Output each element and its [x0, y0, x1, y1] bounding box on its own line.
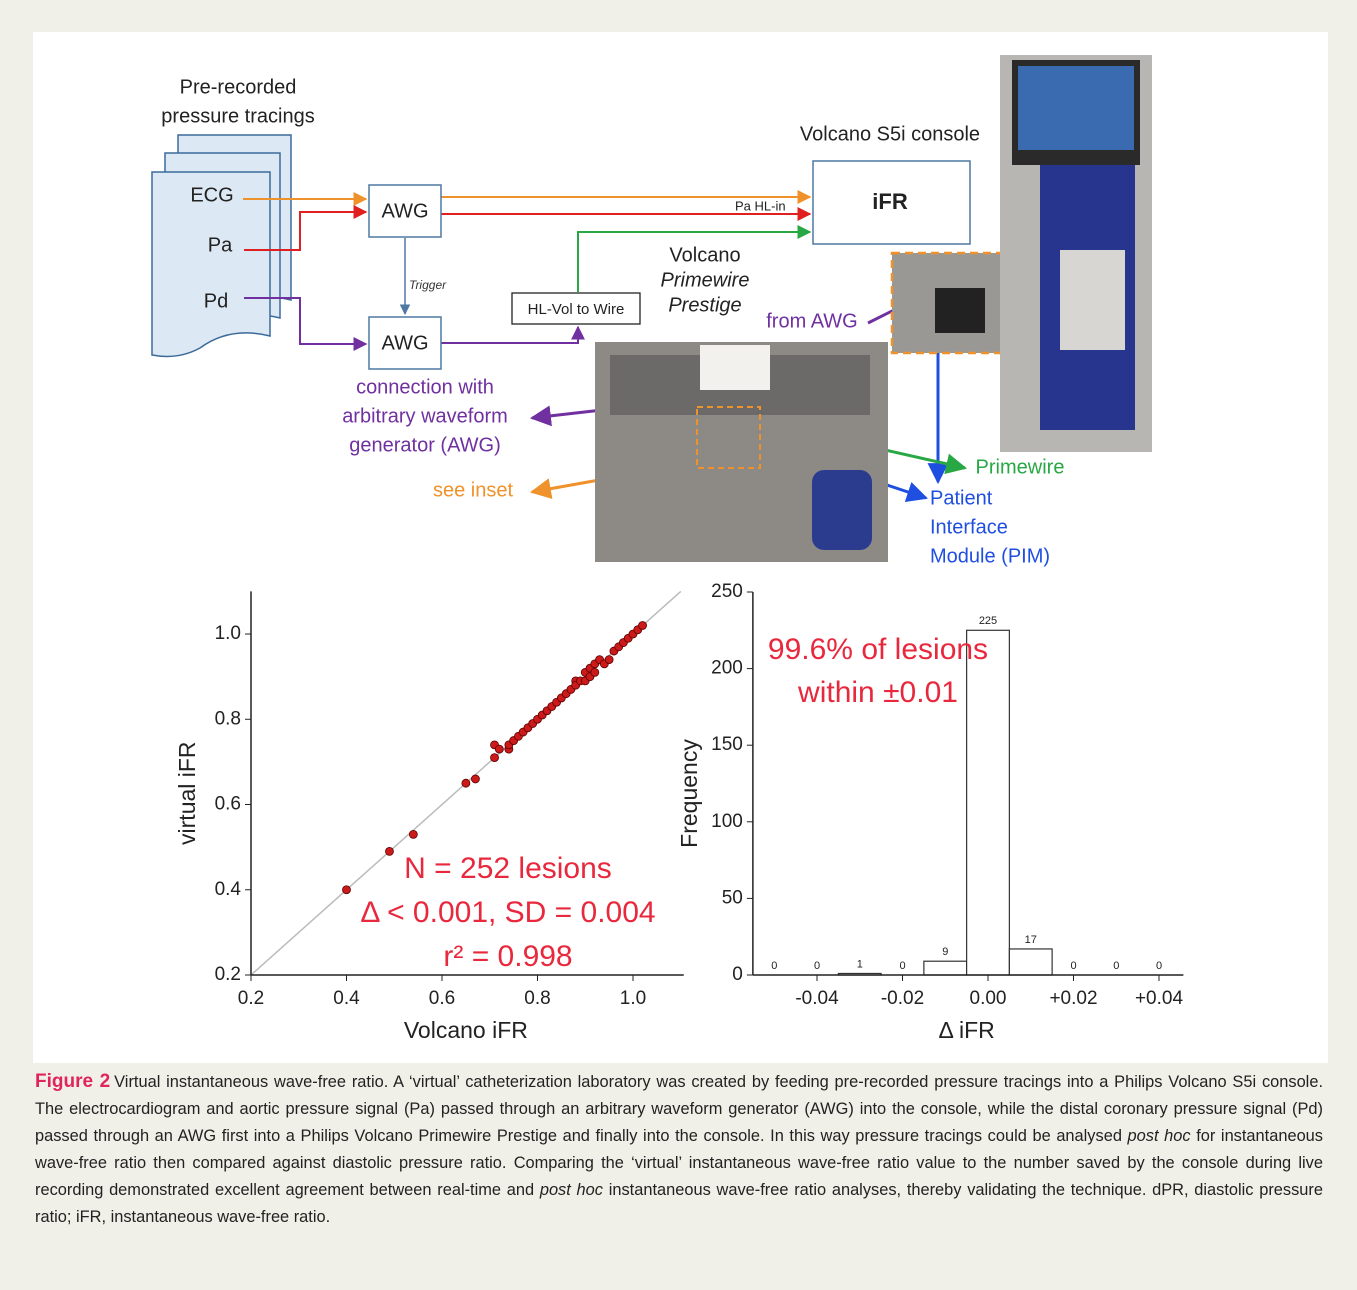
wire-label: Primewire: [661, 269, 750, 291]
figure-label: Figure 2: [35, 1071, 110, 1092]
bar-label: 0: [1156, 960, 1162, 972]
figure: Pre-recorded pressure tracings ECG Pa Pd…: [0, 0, 1357, 1065]
x-tick-label: +0.02: [1049, 988, 1097, 1009]
bar: [967, 630, 1010, 975]
photo-detail: [812, 470, 872, 550]
converter-label: HL-Vol to Wire: [528, 301, 625, 318]
data-point: [343, 886, 351, 894]
y-tick-label: 150: [711, 734, 743, 755]
bar-label: 0: [1070, 960, 1076, 972]
y-tick-label: 1.0: [215, 623, 241, 644]
data-point: [639, 621, 647, 629]
bar-label: 0: [771, 960, 777, 972]
annotation: Δ < 0.001, SD = 0.004: [360, 896, 655, 929]
bar: [1009, 949, 1052, 975]
bar-label: 17: [1025, 934, 1037, 946]
bar-label: 0: [899, 960, 905, 972]
x-tick-label: 0.6: [429, 988, 455, 1009]
x-tick-label: 0.4: [333, 988, 360, 1009]
x-tick-label: 1.0: [620, 988, 646, 1009]
pim-label: Patient: [930, 487, 993, 509]
x-tick-label: +0.04: [1135, 988, 1184, 1009]
x-tick-label: -0.02: [881, 988, 924, 1009]
signal-label: ECG: [190, 184, 233, 206]
bar-label: 1: [857, 958, 863, 970]
console-label: iFR: [872, 189, 908, 214]
data-point: [385, 847, 393, 855]
console-title: Volcano S5i console: [800, 123, 980, 145]
connection-label: connection with: [356, 376, 494, 398]
bar-label: 0: [1113, 960, 1119, 972]
connection-label: arbitrary waveform: [342, 405, 508, 427]
signal-name: Pa HL-in: [735, 198, 786, 213]
x-tick-label: 0.8: [524, 988, 550, 1009]
primewire-label: Primewire: [976, 456, 1065, 478]
source-label: pressure tracings: [161, 105, 314, 127]
awg-label: AWG: [381, 332, 428, 354]
annotation: within ±0.01: [797, 676, 958, 709]
y-tick-label: 50: [722, 887, 743, 908]
trigger-label: Trigger: [409, 278, 447, 292]
data-point: [495, 745, 503, 753]
inset-label: from AWG: [766, 310, 857, 332]
signal-label: Pd: [204, 290, 228, 312]
photo-detail: [700, 345, 770, 390]
y-tick-label: 0.2: [215, 964, 241, 985]
x-axis-title: Δ iFR: [938, 1017, 994, 1043]
data-point: [462, 779, 470, 787]
caption-text: post hoc: [1128, 1127, 1191, 1145]
bar: [924, 961, 967, 975]
annotation: r² = 0.998: [443, 940, 572, 973]
photo-detail: [1018, 66, 1134, 150]
inset-label: see inset: [433, 479, 513, 501]
caption-text: post hoc: [540, 1181, 603, 1199]
pim-label: Module (PIM): [930, 545, 1050, 567]
x-axis-title: Volcano iFR: [404, 1017, 528, 1043]
wire-label: Volcano: [669, 244, 740, 266]
y-tick-label: 0.6: [215, 794, 241, 815]
awg-label: AWG: [381, 200, 428, 222]
bar-label: 225: [979, 615, 997, 627]
page: {"diagram": { "source_label": ["Pre-reco…: [0, 0, 1357, 1290]
data-point: [409, 830, 417, 838]
photo-detail: [1060, 250, 1125, 350]
data-point: [591, 668, 599, 676]
y-axis-title: virtual iFR: [174, 741, 200, 845]
photo-detail: [935, 288, 985, 333]
y-tick-label: 200: [711, 658, 743, 679]
x-tick-label: -0.04: [795, 988, 839, 1009]
y-axis-title: Frequency: [676, 739, 702, 848]
connection-label: generator (AWG): [349, 434, 501, 456]
x-tick-label: 0.00: [970, 988, 1007, 1009]
y-tick-label: 250: [711, 581, 743, 602]
annotation: 99.6% of lesions: [768, 633, 988, 666]
source-label: Pre-recorded: [180, 76, 297, 98]
y-tick-label: 0: [732, 964, 743, 985]
annotation: N = 252 lesions: [404, 852, 612, 885]
wire-label: Prestige: [668, 294, 741, 316]
y-tick-label: 0.4: [215, 879, 242, 900]
pim-label: Interface: [930, 516, 1008, 538]
data-point: [491, 754, 499, 762]
data-point: [605, 656, 613, 664]
data-point: [471, 775, 479, 783]
bar-label: 0: [814, 960, 820, 972]
x-tick-label: 0.2: [238, 988, 264, 1009]
signal-label: Pa: [208, 234, 233, 256]
y-tick-label: 100: [711, 811, 743, 832]
bar-label: 9: [942, 946, 948, 958]
y-tick-label: 0.8: [215, 708, 241, 729]
